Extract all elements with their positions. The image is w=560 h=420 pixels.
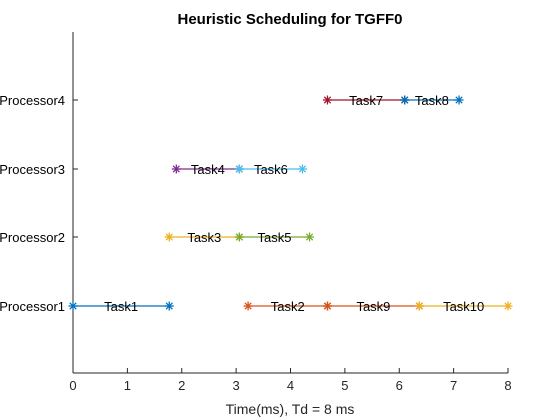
- x-tick-label: 4: [287, 378, 294, 393]
- task-label: Task10: [443, 299, 484, 314]
- x-tick-label: 7: [450, 378, 457, 393]
- plot-area: 0 1 2 3 4 5 6 7 8 Processor1 Processor2 Processor3 P…: [0, 32, 513, 393]
- x-tick-label: 1: [124, 378, 131, 393]
- task-end-marker: [164, 301, 174, 311]
- processor-label: Processor3: [0, 162, 65, 177]
- task-label: Task1: [104, 299, 138, 314]
- task-start-marker: [68, 301, 78, 311]
- processor-label: Processor2: [0, 230, 65, 245]
- x-tick-label: 6: [396, 378, 403, 393]
- task-label: Task9: [356, 299, 390, 314]
- x-tick-label: 2: [178, 378, 185, 393]
- x-tick-label: 5: [341, 378, 348, 393]
- task-end-marker: [503, 301, 513, 311]
- task-label: Task8: [415, 93, 449, 108]
- x-tick-label: 8: [504, 378, 511, 393]
- task-start-marker: [171, 164, 181, 174]
- task-start-marker: [234, 232, 244, 242]
- task-label: Task3: [187, 230, 221, 245]
- task-label: Task7: [349, 93, 383, 108]
- task-start-marker: [234, 164, 244, 174]
- x-axis-label: Time(ms), Td = 8 ms: [226, 401, 355, 417]
- task-label: Task4: [191, 162, 225, 177]
- task-start-marker: [243, 301, 253, 311]
- task-start-marker: [322, 301, 332, 311]
- task-end-marker: [305, 232, 315, 242]
- task-label: Task6: [254, 162, 288, 177]
- processor-label: Processor1: [0, 299, 65, 314]
- task-start-marker: [322, 95, 332, 105]
- task-label: Task5: [257, 230, 291, 245]
- task-end-marker: [297, 164, 307, 174]
- task-start-marker: [400, 95, 410, 105]
- task-start-marker: [164, 232, 174, 242]
- task-end-marker: [454, 95, 464, 105]
- x-tick-label: 3: [233, 378, 240, 393]
- task-label: Task2: [271, 299, 305, 314]
- processor-label: Processor4: [0, 93, 65, 108]
- task-start-marker: [414, 301, 424, 311]
- chart-title: Heuristic Scheduling for TGFF0: [177, 11, 402, 28]
- x-tick-label: 0: [69, 378, 76, 393]
